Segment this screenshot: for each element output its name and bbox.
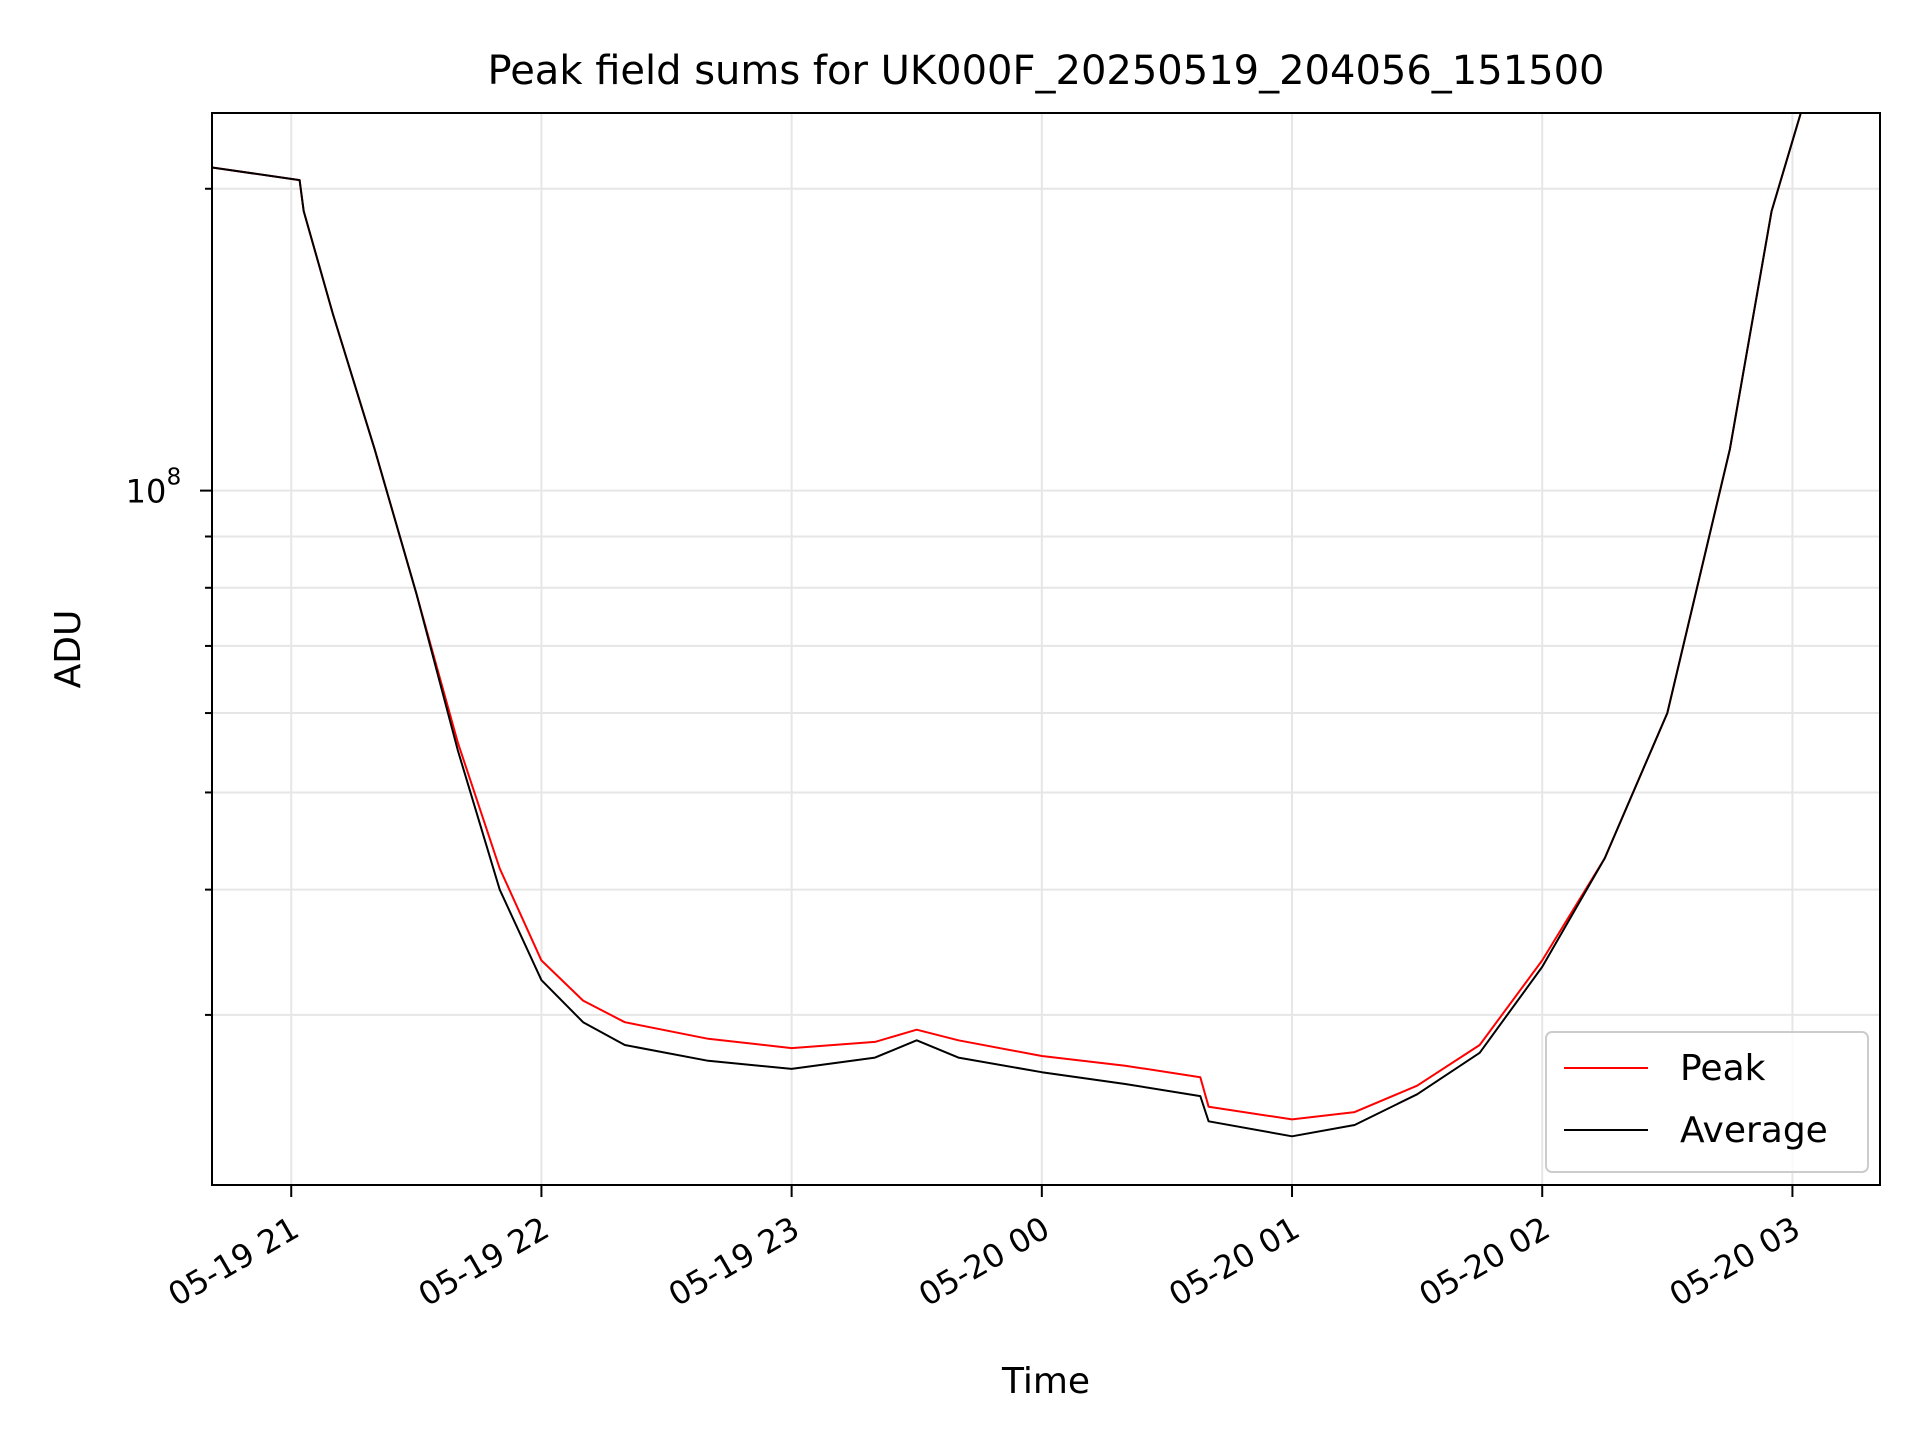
y-tick-label: 10 8 [126,465,182,511]
plot-frame [211,112,1881,1186]
legend-label-average: Average [1680,1110,1828,1151]
series-lines [212,113,1880,1138]
y-tick-label-exponent: 8 [167,465,182,491]
grid-lines [212,113,1880,1185]
x-axis-label: Time [1001,1361,1090,1402]
series-line-average [212,113,1880,1138]
y-axis-label: ADU [48,610,89,689]
chart-title: Peak field sums for UK000F_20250519_2040… [488,48,1605,94]
legend: Peak Average [1545,1031,1869,1173]
legend-label-peak: Peak [1680,1048,1766,1089]
y-tick-label-base: 10 [126,473,167,511]
